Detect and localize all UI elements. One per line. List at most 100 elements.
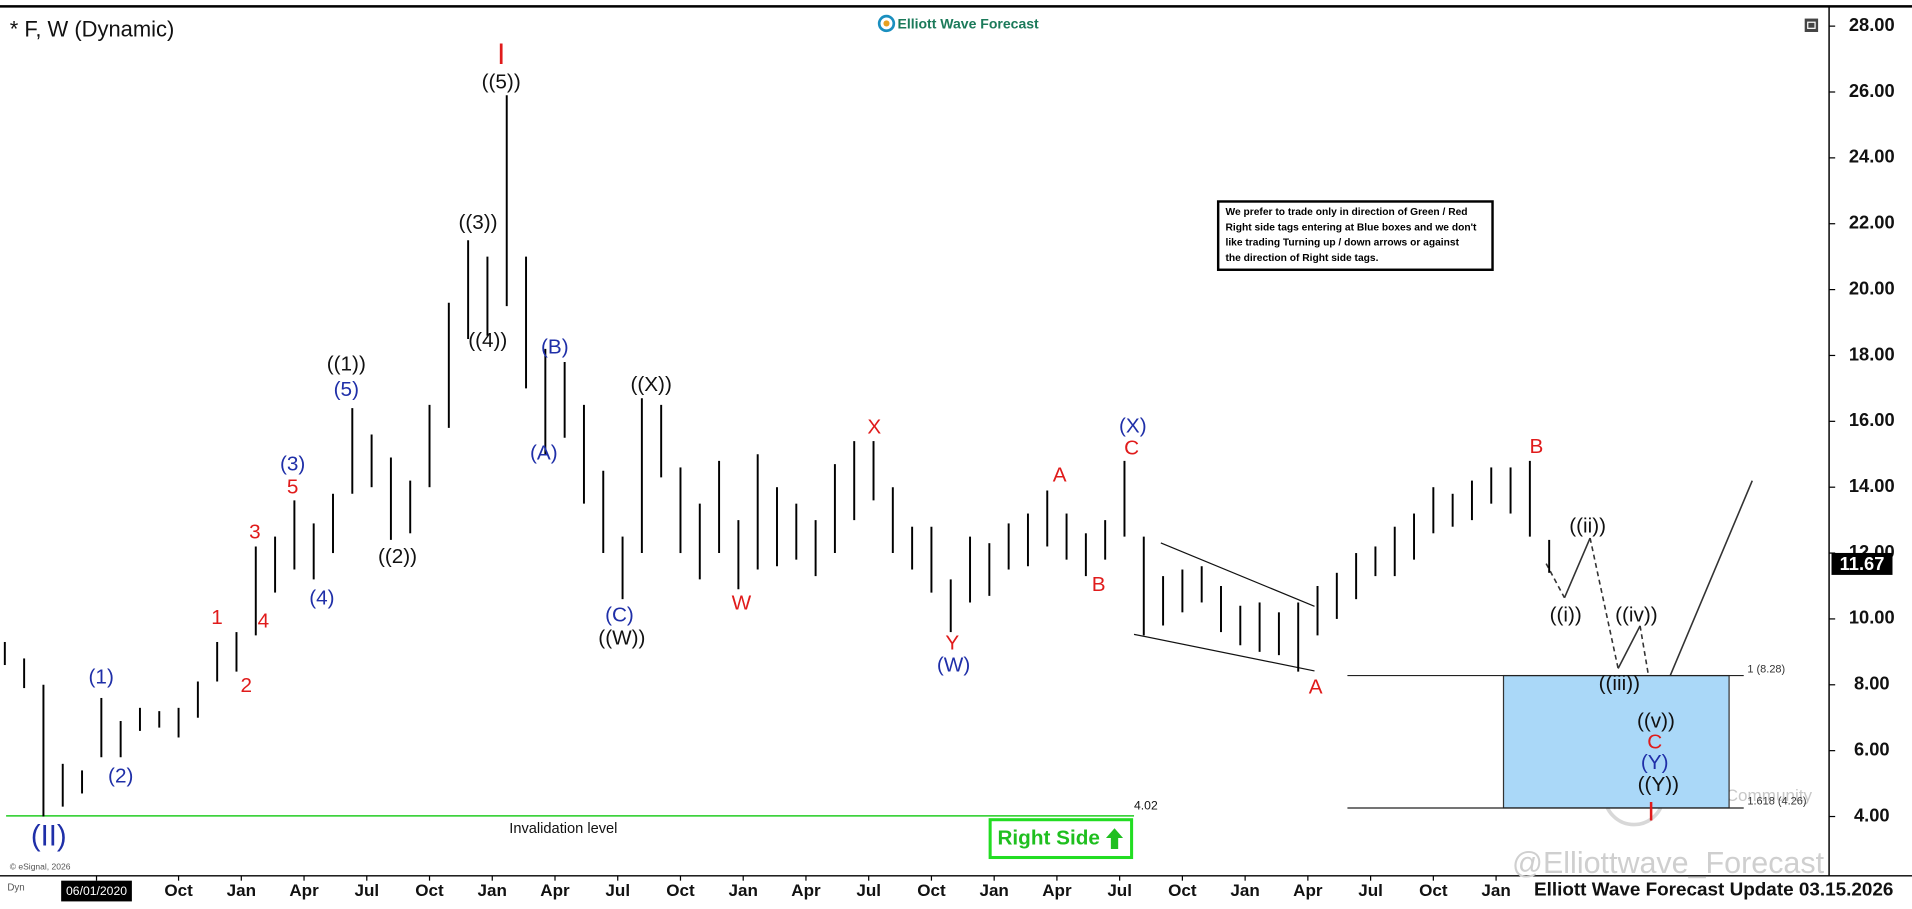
projection-solid [1563,537,1591,599]
target-box [1502,674,1730,809]
projection-dashed [1545,563,1566,599]
x-tick-label: Oct [666,881,695,900]
invalidation-label: Invalidation level [509,821,617,837]
right-side-arrow [1105,828,1124,849]
x-tick-label: Jul [1358,881,1383,900]
last-price-label: 11.67 [1840,553,1885,574]
x-tick-label: Jul [605,881,630,900]
logo: Elliott Wave Forecast [877,14,1039,33]
footer-bg [1524,878,1912,906]
y-tick-label: 28.00 [1849,14,1895,35]
wave-label: (Y) [1641,751,1669,774]
right-side-border [988,818,1134,860]
logo-icon-dot [883,20,890,27]
wave-label: C [1647,730,1662,753]
wave-label: 4 [258,610,270,633]
y-tick-label: 26.00 [1849,80,1895,101]
y-tick-label: 16.00 [1849,409,1895,430]
invalidation-value: 4.02 [1134,798,1158,812]
x-tick-label: Jan [979,881,1008,900]
fib-label: 1.618 (4.26) [1747,796,1806,808]
y-tick-label: 10.00 [1849,607,1895,628]
y-tick-label: 20.00 [1849,277,1895,298]
window-icon-inner [1807,21,1816,29]
x-tick-label: Jan [1481,881,1510,900]
mode-text: Dyn [7,883,24,894]
window-icon [1804,18,1819,32]
x-tick-label: Apr [791,881,821,900]
wave-label: ((1)) [327,352,366,375]
wave-label: (W) [937,654,970,677]
wave-label: ((iv)) [1615,604,1658,627]
wave-label: ((Y)) [1638,773,1679,796]
y-tick-label: 14.00 [1849,475,1895,496]
note-box: We prefer to trade only in direction of … [1216,200,1494,271]
right-side-text: Right Side [997,827,1099,850]
y-tick-label: 24.00 [1849,146,1895,167]
note-border [1216,200,1494,271]
x-tick-label: Jan [729,881,758,900]
wave-label: X [867,416,881,439]
wave-label: C [1124,436,1139,459]
wave-label: (X) [1119,415,1147,438]
note-line: like trading Turning up / down arrows or… [1225,238,1459,249]
wave-label: (A) [530,441,558,464]
note-line: the direction of Right side tags. [1225,253,1378,264]
wave-label: I [1647,797,1654,827]
projection [1545,480,1753,713]
wave-label: 2 [241,674,253,697]
wave-label: ((W)) [598,627,645,650]
projection-solid [1617,625,1641,669]
note-line: Right side tags entering at Blue boxes a… [1225,222,1477,233]
wave-label: ((iii)) [1599,672,1640,695]
projection-solid [1653,480,1753,713]
wave-label: 1 [211,606,223,629]
wave-label: (II) [31,821,67,853]
x-tick-label: Oct [917,881,946,900]
wave-label: ((v)) [1637,710,1675,733]
y-tick-label: 6.00 [1854,738,1890,759]
projection-dashed [1639,625,1656,713]
wave-label: ((3)) [458,211,497,234]
x-tick-box [61,880,132,902]
wave-label: ((ii)) [1569,515,1606,538]
wave-label: 5 [287,476,299,499]
x-tick-label: Oct [1419,881,1448,900]
x-tick-label: Jan [227,881,256,900]
x-tick-label: Jan [1230,881,1259,900]
wave-label: B [1092,573,1106,596]
triangle-upper [1160,542,1315,607]
x-tick-label: 06/01/2020 [66,884,127,898]
wave-label: ((5)) [482,71,521,94]
triangle-lower [1133,633,1315,672]
wave-label: W [732,591,752,614]
logo-text: Elliott Wave Forecast [897,15,1039,31]
wave-label: Y [945,632,959,655]
source-text: © eSignal, 2026 [10,862,71,872]
x-tick-label: Oct [415,881,444,900]
wave-label: A [1053,463,1067,486]
update-text: Elliott Wave Forecast Update 03.15.2026 [1534,879,1893,900]
wave-label: (1) [89,666,114,689]
wave-label: ((i)) [1550,604,1582,627]
chart-title: * F, W (Dynamic) [10,17,175,42]
x-tick-label: Apr [289,881,319,900]
triangle [1133,542,1315,672]
x-tick-label: Jul [856,881,881,900]
wave-label: (C) [605,604,634,627]
last-price-tag [1831,552,1893,575]
wave-label: A [1309,675,1323,698]
wave-label: ((X)) [630,373,671,396]
x-tick-label: Apr [1293,881,1323,900]
right-side-tag: Right Side [988,818,1134,860]
x-tick-label: Oct [1168,881,1197,900]
wave-label: B [1530,435,1544,458]
wave-label: ((2)) [378,545,417,568]
wave-label: 3 [249,521,261,544]
y-tick-label: 4.00 [1854,804,1890,825]
wave-label: (5) [334,378,359,401]
x-tick-label: Jan [478,881,507,900]
x-tick-label: Jul [354,881,379,900]
